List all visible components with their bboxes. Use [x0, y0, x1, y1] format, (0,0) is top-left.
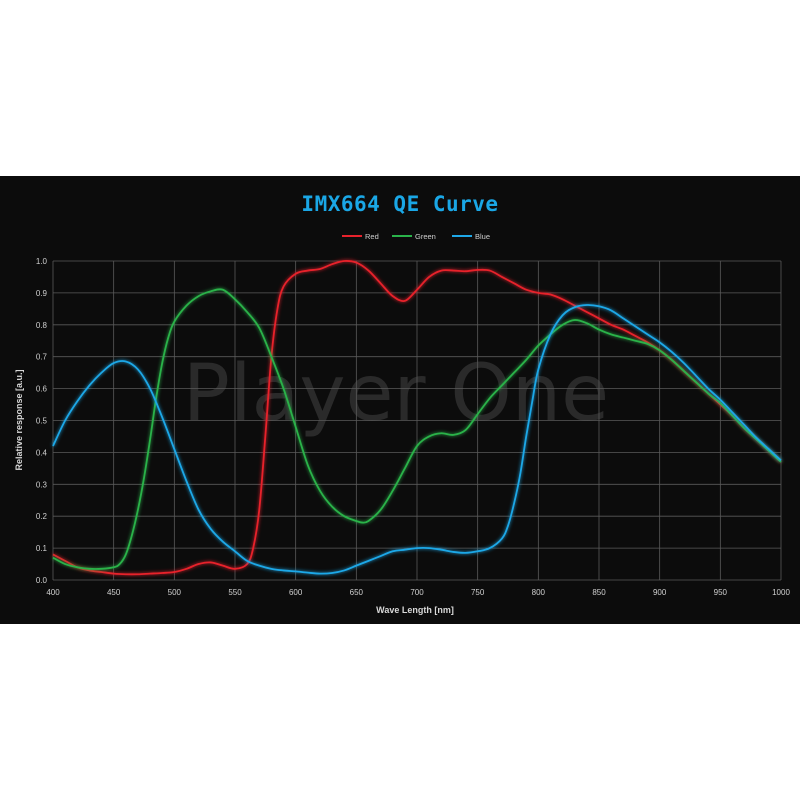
grid-lines: [52, 260, 782, 581]
x-axis-label: Wave Length [nm]: [376, 605, 454, 615]
x-tick-label-5: 650: [350, 588, 364, 597]
y-tick-label-5: 0.5: [36, 417, 48, 426]
x-tick-label-4: 600: [289, 588, 303, 597]
y-tick-label-6: 0.6: [36, 385, 48, 394]
y-tick-label-0: 0.0: [36, 576, 48, 585]
y-axis-label: Relative response [a.u.]: [14, 369, 24, 470]
y-tick-label-9: 0.9: [36, 289, 48, 298]
x-tick-label-11: 950: [714, 588, 728, 597]
x-tick-label-2: 500: [168, 588, 182, 597]
x-tick-label-10: 900: [653, 588, 667, 597]
watermark-text: Player One: [183, 349, 609, 439]
series-line-blue: [52, 304, 782, 575]
y-tick-label-2: 0.2: [36, 512, 48, 521]
series-lines: [52, 260, 782, 576]
x-tick-label-7: 750: [471, 588, 485, 597]
x-tick-label-3: 550: [228, 588, 242, 597]
chart-title: IMX664 QE Curve: [301, 192, 499, 216]
y-tick-label-8: 0.8: [36, 321, 48, 330]
qe-chart: Player One 0.00.10.20.30.40.50.60.70.80.…: [14, 232, 790, 615]
y-tick-label-4: 0.4: [36, 448, 48, 457]
y-tick-label-1: 0.1: [36, 544, 48, 553]
y-tick-labels: 0.0 0.1 0.2 0.3 0.4 0.5 0.6 0.7 0.8 0.9 1.0: [36, 257, 48, 585]
y-tick-label-10: 1.0: [36, 257, 48, 266]
y-tick-label-7: 0.7: [36, 353, 48, 362]
x-tick-label-0: 400: [46, 588, 60, 597]
y-tick-label-3: 0.3: [36, 480, 48, 489]
legend-label-green: Green: [415, 232, 436, 241]
x-tick-label-6: 700: [410, 588, 424, 597]
x-tick-label-1: 450: [107, 588, 121, 597]
legend-label-blue: Blue: [475, 232, 490, 241]
x-tick-label-8: 800: [532, 588, 546, 597]
x-tick-label-12: 1000: [772, 588, 790, 597]
legend-label-red: Red: [365, 232, 379, 241]
x-tick-labels: 400 450 500 550 600 650 700 750 800 850 900 950 1000: [46, 588, 790, 597]
x-tick-label-9: 850: [592, 588, 606, 597]
series-line-green: [52, 288, 782, 570]
legend: Red Green Blue: [342, 232, 490, 241]
